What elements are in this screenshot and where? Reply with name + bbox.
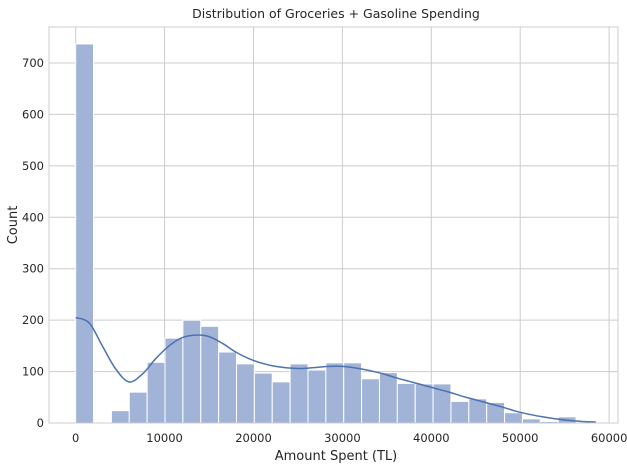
y-tick-label: 0 bbox=[37, 416, 44, 430]
y-tick-label: 600 bbox=[22, 107, 44, 121]
x-tick-label: 50000 bbox=[502, 431, 539, 445]
histogram-bar bbox=[361, 378, 380, 424]
y-tick-label: 400 bbox=[22, 210, 44, 224]
histogram-bar bbox=[271, 381, 291, 424]
x-axis-label: Amount Spent (TL) bbox=[275, 449, 398, 464]
y-tick-label: 700 bbox=[22, 56, 44, 70]
histogram-bar bbox=[289, 363, 309, 424]
histogram-bar bbox=[200, 325, 220, 424]
histogram-bar bbox=[450, 400, 470, 424]
histogram-bar bbox=[110, 410, 130, 424]
y-tick-label: 100 bbox=[22, 365, 44, 379]
kde-curve bbox=[75, 316, 596, 423]
histogram-bar bbox=[146, 361, 166, 424]
kde-layer bbox=[75, 316, 596, 423]
histogram-bar bbox=[521, 418, 541, 424]
histogram-bar bbox=[253, 372, 273, 424]
plot-border bbox=[48, 26, 619, 424]
histogram-bar bbox=[128, 391, 148, 424]
histogram-bar bbox=[414, 383, 434, 424]
histogram-bar bbox=[218, 351, 238, 424]
chart-title: Distribution of Groceries + Gasoline Spe… bbox=[192, 6, 480, 21]
histogram-bar bbox=[164, 337, 184, 424]
histogram-bar bbox=[343, 362, 363, 424]
x-tick-label: 60000 bbox=[591, 431, 627, 445]
x-tick-labels: 0 10000 20000 30000 40000 50000 60000 bbox=[72, 431, 627, 445]
x-tick-label: 40000 bbox=[413, 431, 450, 445]
y-tick-label: 500 bbox=[22, 159, 44, 173]
histogram-bars bbox=[75, 43, 577, 424]
histogram-bar bbox=[75, 43, 95, 424]
x-tick-label: 20000 bbox=[235, 431, 272, 445]
histogram-bar bbox=[307, 369, 327, 424]
y-tick-label: 300 bbox=[22, 262, 44, 276]
histogram-bar bbox=[378, 372, 398, 424]
histogram-bar bbox=[396, 382, 416, 424]
histogram-bar bbox=[325, 362, 345, 424]
plot-frame bbox=[48, 26, 619, 424]
histogram-bar bbox=[236, 363, 255, 424]
y-tick-label: 200 bbox=[22, 313, 44, 327]
grid-lines bbox=[49, 27, 618, 424]
histogram-bar bbox=[504, 412, 523, 424]
x-tick-label: 30000 bbox=[324, 431, 361, 445]
x-tick-label: 0 bbox=[72, 431, 79, 445]
y-tick-labels: 0 100 200 300 400 500 600 700 bbox=[22, 56, 44, 430]
y-axis-label: Count bbox=[6, 206, 21, 245]
x-tick-label: 10000 bbox=[146, 431, 183, 445]
